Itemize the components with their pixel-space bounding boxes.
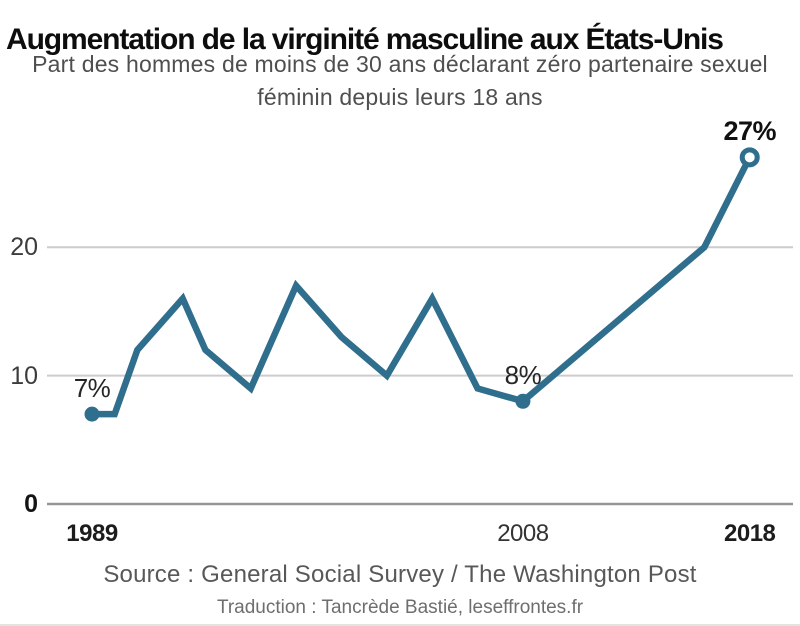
point-label-2008: 8% <box>504 360 542 391</box>
data-point-2018 <box>739 147 760 168</box>
x-tick-label-2008: 2008 <box>497 520 549 547</box>
y-tick-label-0: 0 <box>24 490 38 518</box>
line-chart-svg <box>47 147 793 506</box>
translation-credit-line: Traduction : Tancrède Bastié, leseffront… <box>216 597 584 618</box>
x-tick-label-1989: 1989 <box>66 520 118 547</box>
y-tick-label-20: 20 <box>10 233 38 262</box>
data-point-1989 <box>84 406 100 422</box>
data-line <box>92 155 753 418</box>
source-line: Source : General Social Survey / The Was… <box>103 561 697 588</box>
line-chart-area: 0 10 20 1989 2008 2018 7% 8% 27% <box>0 105 800 555</box>
chart-subtitle-line1: Part des hommes de moins de 30 ans décla… <box>32 51 768 77</box>
point-label-2018: 27% <box>723 116 776 147</box>
x-tick-label-2018: 2018 <box>724 520 776 547</box>
bottom-edge-line <box>0 624 800 626</box>
chart-title: Augmentation de la virginité masculine a… <box>6 23 724 57</box>
chart-subtitle-line2: féminin depuis leurs 18 ans <box>257 84 543 110</box>
point-label-1989: 7% <box>73 373 111 404</box>
data-point-2008 <box>515 393 531 409</box>
chart-subtitle: Part des hommes de moins de 30 ans décla… <box>0 48 800 114</box>
y-tick-label-10: 10 <box>10 361 38 390</box>
